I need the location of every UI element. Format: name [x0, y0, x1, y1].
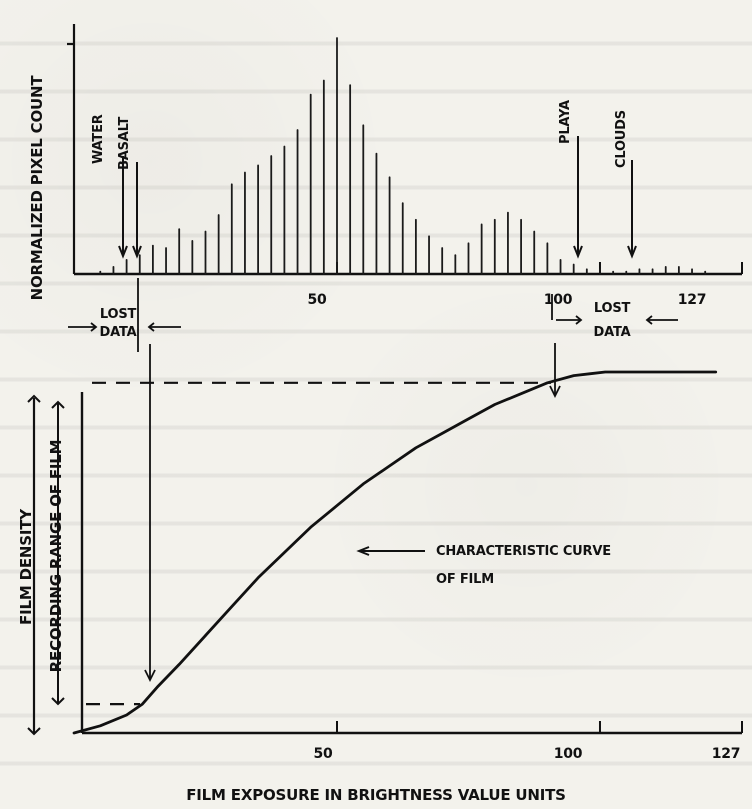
annotation-arrowhead	[627, 245, 637, 259]
annotation-arrowhead	[132, 245, 142, 259]
histogram-x-tick-127: 127	[678, 292, 707, 308]
film-x-tick-100: 100	[554, 746, 583, 762]
film-x-tick-50: 50	[313, 746, 333, 762]
curve-callout-arrowhead	[356, 546, 370, 556]
film-density-arrowhead-bottom	[27, 727, 41, 736]
lost-data-left-arrowhead-right	[147, 322, 155, 332]
histogram-x-tick-50: 50	[307, 292, 327, 308]
left-drop-arrowhead	[144, 669, 156, 683]
histogram-y-axis-label: NORMALIZED PIXEL COUNT	[28, 75, 46, 301]
histogram-x-tick-100: 100	[544, 292, 573, 308]
characteristic-curve	[72, 370, 718, 735]
curve-label-line2: OF FILM	[436, 572, 494, 587]
annotation-arrowhead	[573, 245, 583, 259]
recording-range-arrowhead-bottom	[51, 697, 65, 706]
histogram-chart	[67, 24, 743, 399]
film-density-arrowhead-top	[27, 394, 41, 403]
film-curve-chart	[27, 344, 743, 736]
annotation-arrowhead	[118, 245, 128, 259]
annotation-basalt: BASALT	[117, 116, 132, 170]
film-y-axis-label: FILM DENSITY	[17, 508, 35, 625]
lost-data-left-arrowhead-left	[90, 322, 98, 332]
annotation-water: WATER	[91, 114, 106, 164]
lost-data-right-line1: LOST	[594, 301, 631, 316]
recording-range-label: RECORDING RANGE OF FILM	[47, 440, 65, 673]
lost-data-right-arrowhead-right	[645, 315, 653, 325]
recording-range-arrowhead-top	[51, 400, 65, 409]
lost-data-right-line2: DATA	[594, 325, 631, 340]
curve-label-line1: CHARACTERISTIC CURVE	[436, 544, 611, 559]
lost-data-left-line2: DATA	[100, 325, 137, 340]
annotation-playa: PLAYA	[558, 100, 573, 144]
right-lost-boundary-arrowhead	[549, 385, 561, 399]
lost-data-right-arrowhead-left	[575, 315, 583, 325]
film-x-axis-label: FILM EXPOSURE IN BRIGHTNESS VALUE UNITS	[186, 786, 566, 804]
film-x-tick-127: 127	[712, 746, 741, 762]
lost-data-left-line1: LOST	[100, 307, 137, 322]
annotation-clouds: CLOUDS	[614, 110, 629, 168]
